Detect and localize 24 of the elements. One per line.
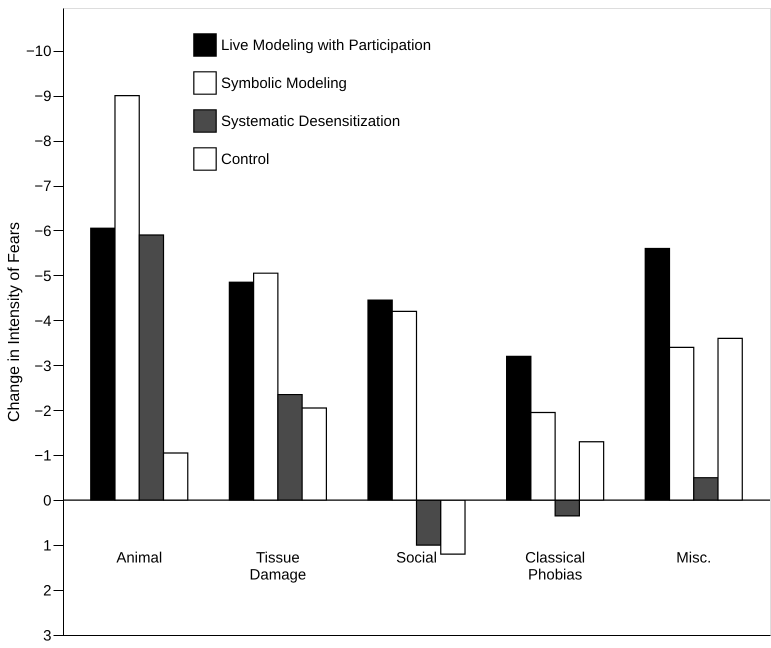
x-tick-label: Social: [396, 550, 437, 566]
x-tick-label: Classical Phobias: [525, 550, 586, 584]
y-tick-label: −4: [34, 312, 52, 330]
y-tick-label: −1: [34, 448, 52, 465]
y-tick-label: 1: [43, 538, 52, 555]
y-tick-label: −6: [34, 222, 52, 240]
y-tick-label: −8: [34, 133, 52, 150]
y-tick-label: −2: [34, 402, 52, 420]
y-tick-label: −3: [34, 358, 52, 375]
x-tick-label: Misc.: [676, 550, 712, 566]
y-tick-label: −5: [34, 268, 52, 285]
y-tick-label: −10: [26, 43, 52, 60]
y-axis-title: Change in Intensity of Fears: [6, 222, 24, 422]
y-tick-label: 3: [43, 628, 52, 644]
y-tick-label: −7: [34, 178, 52, 196]
legend-label: Live Modeling with Participation: [221, 37, 432, 54]
legend-label: Control: [221, 151, 270, 168]
y-tick-label: 2: [43, 582, 52, 600]
y-tick-label: −9: [34, 88, 52, 106]
x-tick-label: Tissue Damage: [250, 550, 306, 584]
x-tick-label: Animal: [116, 550, 162, 566]
legend-label: Systematic Desensitization: [221, 113, 400, 130]
y-tick-label: 0: [43, 492, 52, 510]
legend-label: Symbolic Modeling: [221, 75, 347, 92]
